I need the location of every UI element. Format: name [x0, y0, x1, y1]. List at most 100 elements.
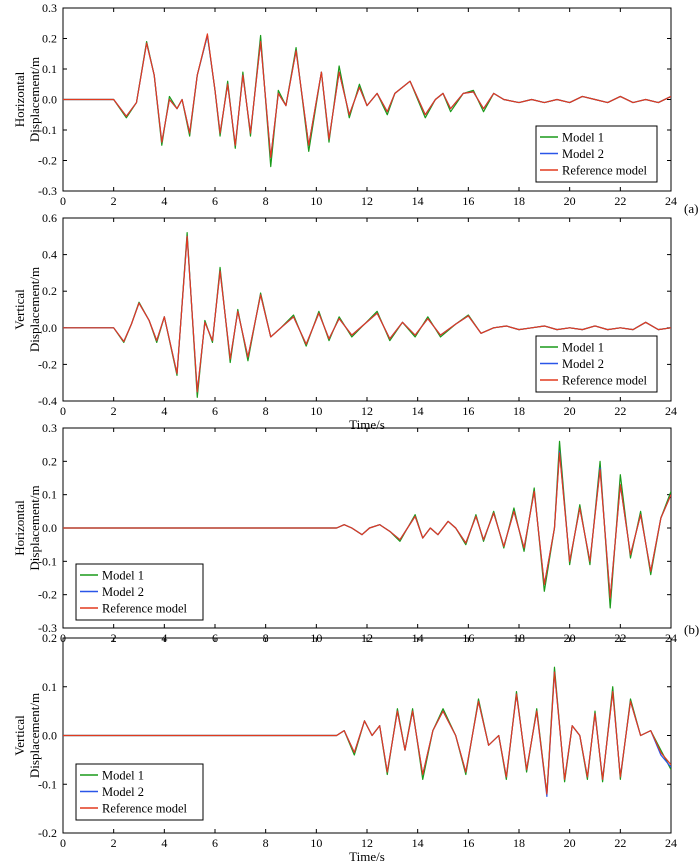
legend-label: Reference model — [102, 602, 188, 616]
y-tick-label: 0.2 — [42, 284, 57, 298]
legend-label: Model 1 — [562, 131, 604, 145]
x-tick-label: 2 — [111, 194, 117, 208]
x-tick-label: 14 — [412, 194, 424, 208]
x-tick-label: 2 — [111, 404, 117, 418]
y-axis-title-line: Vertical — [12, 715, 27, 756]
legend-label: Model 1 — [102, 569, 144, 583]
y-axis-title-line: Displacement/m — [27, 693, 42, 778]
x-tick-label: 22 — [614, 836, 626, 850]
y-axis-title-line: Horizontal — [12, 500, 27, 556]
x-tick-label: 4 — [161, 194, 167, 208]
legend-label: Model 2 — [562, 357, 604, 371]
y-tick-label: 0.1 — [42, 680, 57, 694]
x-tick-label: 8 — [263, 836, 269, 850]
x-tick-label: 12 — [361, 404, 373, 418]
y-tick-label: 0.2 — [42, 631, 57, 645]
x-axis-title: Time/s — [349, 849, 385, 863]
x-tick-label: 8 — [263, 194, 269, 208]
legend-label: Reference model — [102, 802, 188, 816]
x-tick-label: 24 — [665, 836, 677, 850]
x-tick-label: 20 — [564, 404, 576, 418]
y-axis-title: VerticalDisplacement/m — [12, 693, 42, 778]
x-tick-label: 16 — [462, 194, 474, 208]
x-tick-label: 10 — [310, 836, 322, 850]
y-tick-label: -0.1 — [38, 777, 57, 791]
y-tick-label: 0.0 — [42, 729, 57, 743]
x-tick-label: 16 — [462, 404, 474, 418]
x-tick-label: 22 — [614, 194, 626, 208]
y-axis-title-line: Displacement/m — [27, 485, 42, 570]
x-tick-label: 14 — [412, 836, 424, 850]
y-tick-label: -0.1 — [38, 554, 57, 568]
x-tick-label: 12 — [361, 194, 373, 208]
legend-label: Model 2 — [102, 585, 144, 599]
x-tick-label: 14 — [412, 404, 424, 418]
x-tick-label: 24 — [665, 194, 677, 208]
legend: Model 1 Model 2 Reference model — [75, 763, 204, 821]
y-tick-label: 0.3 — [42, 1, 57, 15]
series-group — [63, 666, 671, 798]
x-tick-label: 22 — [614, 404, 626, 418]
x-tick-label: 20 — [564, 194, 576, 208]
y-axis-title-line: Horizontal — [12, 71, 27, 127]
x-tick-label: 0 — [60, 194, 66, 208]
y-tick-label: 0.6 — [42, 211, 57, 225]
chart-3: 024681012141618202224-0.3-0.2-0.10.00.10… — [12, 421, 677, 645]
y-tick-label: 0.4 — [42, 248, 57, 262]
legend-label: Model 2 — [562, 147, 604, 161]
x-tick-label: 18 — [513, 194, 525, 208]
y-tick-label: 0.0 — [42, 321, 57, 335]
x-tick-label: 6 — [212, 194, 218, 208]
chart-4: 0 2 4 6 8 10 12 14 16 18 20 22 24-0.2-0.10.00.10.2Ve… — [12, 631, 677, 863]
legend-label: Model 2 — [102, 785, 144, 799]
y-tick-label: 0.1 — [42, 488, 57, 502]
x-tick-label: 10 — [310, 194, 322, 208]
y-tick-label: -0.1 — [38, 123, 57, 137]
legend-label: Model 1 — [562, 341, 604, 355]
x-tick-label: 18 — [513, 836, 525, 850]
series-line-reference-model — [63, 33, 671, 159]
x-tick-label: 24 — [665, 404, 677, 418]
y-tick-label: -0.3 — [38, 621, 57, 635]
x-tick-label: 16 — [462, 836, 474, 850]
legend: Model 1 Model 2 Reference model — [75, 563, 204, 621]
y-tick-label: -0.2 — [38, 154, 57, 168]
y-axis-title-line: Displacement/m — [27, 267, 42, 352]
x-tick-label: 4 — [161, 404, 167, 418]
chart-1: 0 2 4 6 8 10 12 14 16 18 20 22 24-0.3-0.2-0.10.00.10… — [12, 1, 677, 208]
legend-label: Reference model — [562, 374, 648, 388]
x-tick-label: 2 — [111, 836, 117, 850]
series-group — [63, 33, 671, 168]
panel-label-b: (b) — [684, 622, 699, 637]
x-tick-label: 20 — [564, 836, 576, 850]
y-tick-label: 0.2 — [42, 454, 57, 468]
x-tick-label: 6 — [212, 836, 218, 850]
x-tick-label: 18 — [513, 404, 525, 418]
y-tick-label: -0.4 — [38, 394, 57, 408]
x-tick-label: 0 — [60, 836, 66, 850]
series-line-reference-model — [63, 671, 671, 795]
y-tick-label: -0.2 — [38, 588, 57, 602]
y-axis-title-line: Displacement/m — [27, 57, 42, 142]
legend-label: Model 1 — [102, 769, 144, 783]
y-tick-label: -0.2 — [38, 357, 57, 371]
y-tick-label: 0.1 — [42, 62, 57, 76]
y-axis-title-line: Vertical — [12, 289, 27, 330]
x-tick-label: 4 — [161, 836, 167, 850]
chart-2: 0 2 4 6 8 10 12 14 16 18 20 22 24-0.4-0.20.00.20.40.… — [12, 211, 677, 432]
y-tick-label: 0.0 — [42, 521, 57, 535]
y-axis-title: HorizontalDisplacement/m — [12, 57, 42, 142]
series-group — [63, 440, 671, 609]
y-axis-title: VerticalDisplacement/m — [12, 267, 42, 352]
y-tick-label: 0.0 — [42, 93, 57, 107]
series-line-reference-model — [63, 452, 671, 599]
series-group — [63, 232, 671, 398]
y-tick-label: -0.2 — [38, 826, 57, 840]
y-tick-label: -0.3 — [38, 184, 57, 198]
x-tick-label: 10 — [310, 404, 322, 418]
legend-label: Reference model — [562, 164, 648, 178]
panel-label-a: (a) — [684, 201, 698, 216]
y-tick-label: 0.2 — [42, 32, 57, 46]
x-tick-label: 0 — [60, 404, 66, 418]
